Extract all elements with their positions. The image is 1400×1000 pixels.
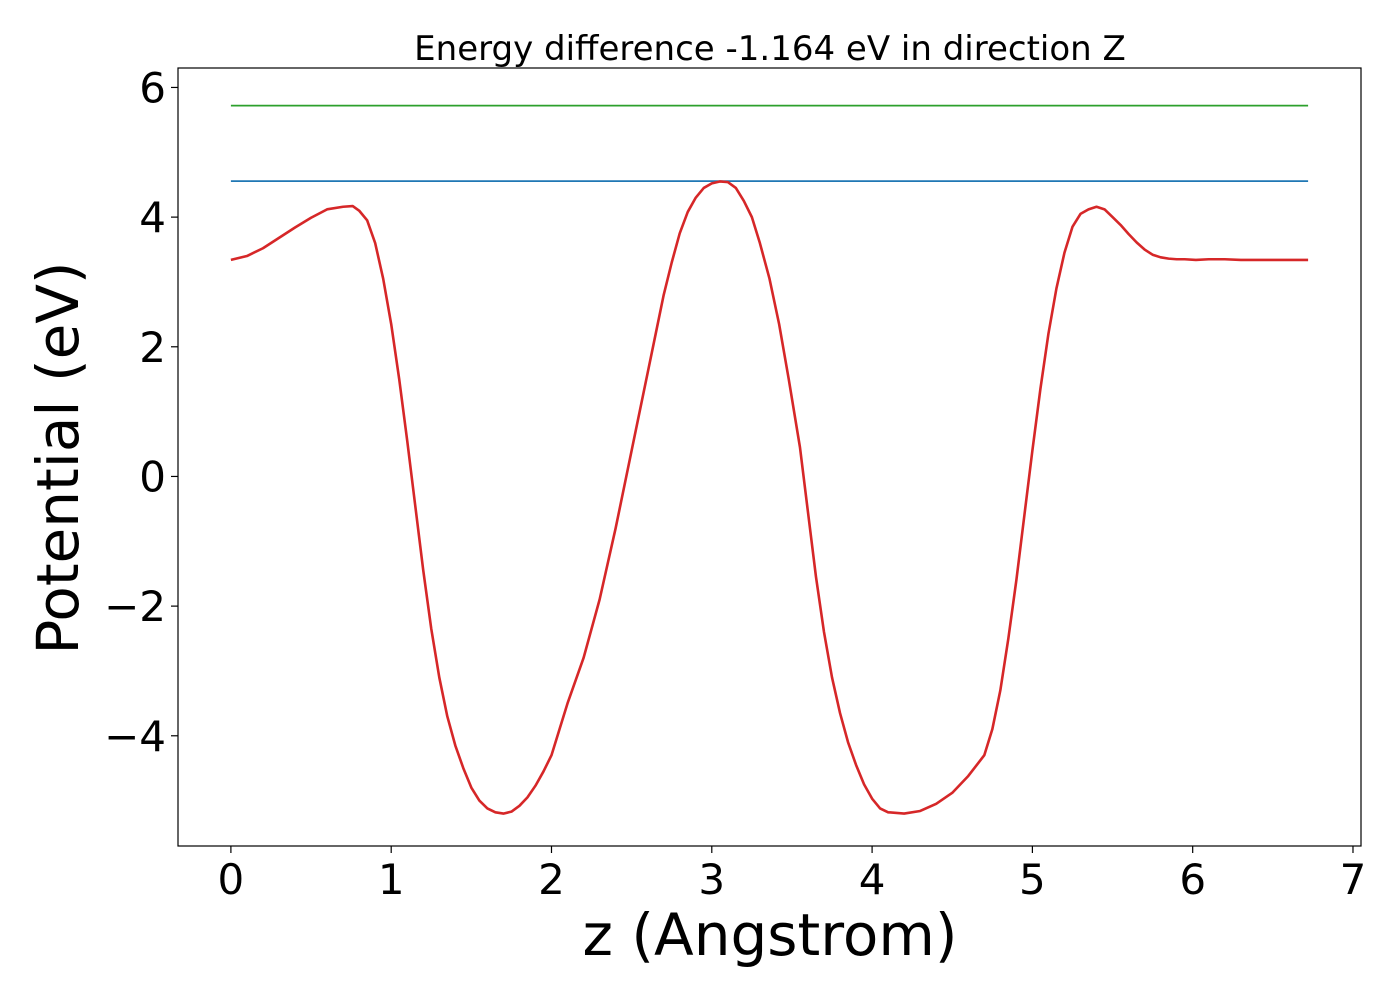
y-tick-label: 6 xyxy=(139,63,166,112)
y-tick-label: 0 xyxy=(139,452,166,501)
y-tick-label: 4 xyxy=(139,193,166,242)
x-tick-label: 1 xyxy=(378,855,405,904)
x-tick-label: 7 xyxy=(1340,855,1367,904)
y-axis-label: Potential (eV) xyxy=(24,261,92,654)
x-tick-label: 5 xyxy=(1019,855,1046,904)
x-tick-label: 0 xyxy=(218,855,245,904)
x-tick-label: 6 xyxy=(1179,855,1206,904)
chart-title: Energy difference -1.164 eV in direction… xyxy=(414,29,1126,69)
x-tick-label: 2 xyxy=(538,855,565,904)
x-tick-label: 3 xyxy=(698,855,725,904)
y-tick-label: −2 xyxy=(104,582,166,631)
y-tick-label: 2 xyxy=(139,323,166,372)
y-tick-label: −4 xyxy=(104,712,166,761)
x-axis-label: z (Angstrom) xyxy=(583,901,958,969)
x-tick-label: 4 xyxy=(859,855,886,904)
